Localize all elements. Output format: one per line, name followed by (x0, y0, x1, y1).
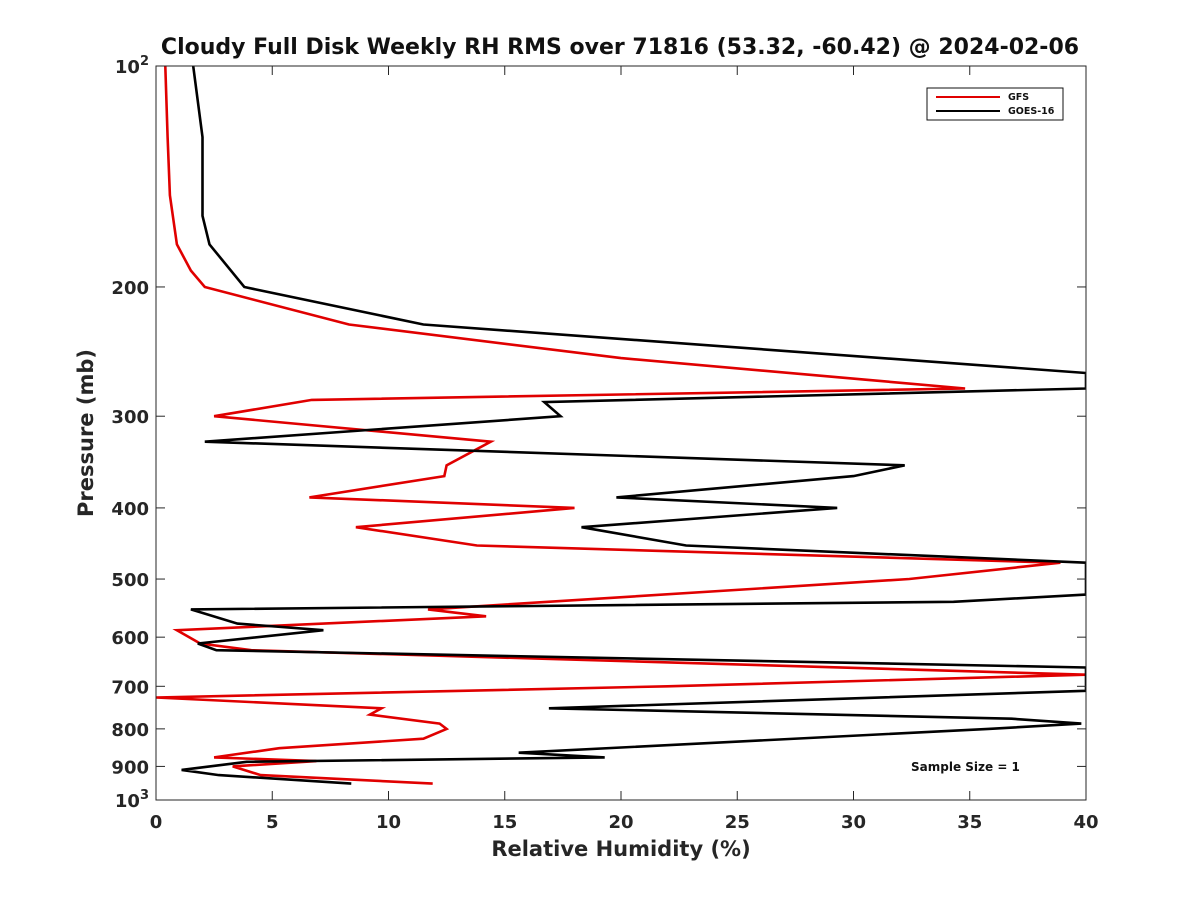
legend-label-gfs: GFS (1008, 92, 1029, 103)
x-tick-label: 0 (150, 812, 163, 833)
series-line-goes-16 (181, 66, 1086, 785)
x-axis: 0 5 10 15 20 25 30 35 40 (150, 66, 1099, 833)
x-tick-label: 20 (608, 812, 633, 833)
y-tick-label: 600 (111, 628, 149, 649)
legend-label-goes16: GOES-16 (1008, 106, 1055, 117)
x-tick-label: 15 (492, 812, 517, 833)
legend-box (926, 87, 1064, 121)
y-tick-label: 200 (111, 278, 149, 299)
y-tick-label: 700 (111, 677, 149, 698)
x-tick-label: 40 (1073, 812, 1098, 833)
x-tick-label: 25 (725, 812, 750, 833)
y-tick-label: 102 (115, 54, 149, 78)
y-tick-label: 300 (111, 407, 149, 428)
series-line-gfs (156, 66, 1086, 785)
chart-title: Cloudy Full Disk Weekly RH RMS over 7181… (161, 35, 1079, 60)
y-axis: 102 200 300 400 500 600 700 800 900 103 (111, 54, 1086, 812)
sample-size-annotation: Sample Size = 1 (911, 760, 1020, 774)
x-tick-label: 5 (266, 812, 279, 833)
x-tick-label: 35 (957, 812, 982, 833)
x-tick-label: 10 (376, 812, 401, 833)
x-tick-label: 30 (841, 812, 866, 833)
y-tick-label: 103 (115, 788, 149, 812)
y-axis-label: Pressure (mb) (74, 349, 98, 517)
legend: GFS GOES-16 (926, 87, 1064, 121)
y-tick-label: 900 (111, 757, 149, 778)
series-layer (156, 66, 1086, 785)
y-tick-label: 800 (111, 720, 149, 741)
y-tick-label: 400 (111, 499, 149, 520)
x-axis-label: Relative Humidity (%) (491, 837, 750, 861)
y-tick-label: 500 (111, 570, 149, 591)
